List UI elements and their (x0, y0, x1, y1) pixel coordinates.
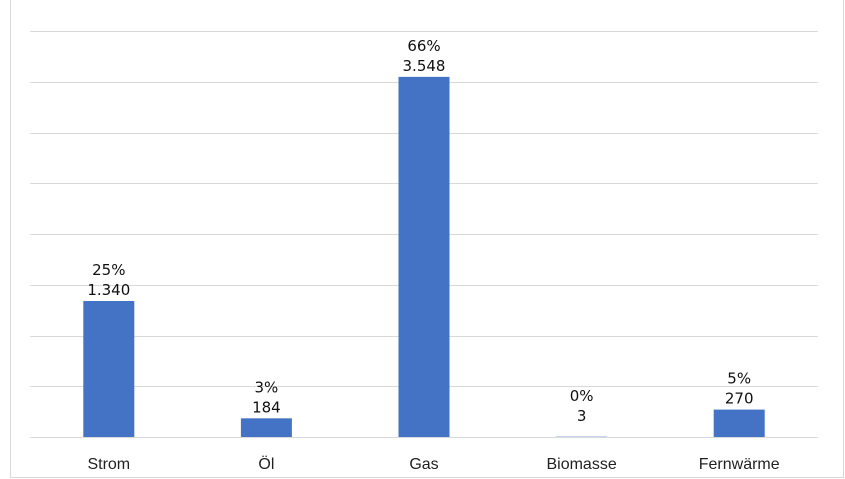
bar-gas (398, 76, 450, 438)
percent-label-biomasse: 0% (570, 387, 594, 405)
value-label-fernwärme: 270 (725, 390, 754, 408)
value-label-öl: 184 (252, 398, 281, 416)
x-tick-label-fernwärme: Fernwärme (699, 456, 780, 473)
x-tick-label-gas: Gas (409, 456, 438, 473)
data-labels: 1.340 25% 184 3% 3.548 66% 3 0% 270 5% (87, 37, 753, 425)
percent-label-fernwärme: 5% (727, 370, 751, 388)
bar-fernwärme (713, 409, 765, 437)
bar-öl (240, 418, 292, 437)
value-label-biomasse: 3 (577, 407, 587, 425)
bar-strom (83, 300, 135, 437)
value-label-strom: 1.340 (87, 281, 130, 299)
x-tick-label-öl: Öl (258, 455, 274, 473)
x-axis-tick-labels: Strom Öl Gas Biomasse Fernwärme (87, 455, 779, 473)
percent-label-gas: 66% (407, 37, 440, 55)
x-tick-label-strom: Strom (87, 456, 130, 473)
percent-label-strom: 25% (92, 261, 125, 279)
x-tick-label-biomasse: Biomasse (546, 456, 616, 473)
value-label-gas: 3.548 (403, 57, 446, 75)
bars (83, 76, 765, 438)
percent-label-öl: 3% (255, 378, 279, 396)
